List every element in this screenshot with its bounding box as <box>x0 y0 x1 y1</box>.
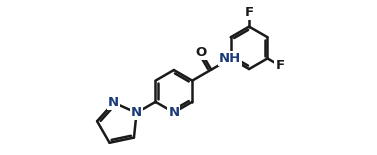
Text: NH: NH <box>219 52 241 65</box>
Text: O: O <box>196 46 207 59</box>
Text: N: N <box>108 96 120 109</box>
Text: N: N <box>131 106 142 119</box>
Text: F: F <box>275 59 285 72</box>
Text: N: N <box>168 106 179 119</box>
Text: F: F <box>245 6 254 19</box>
